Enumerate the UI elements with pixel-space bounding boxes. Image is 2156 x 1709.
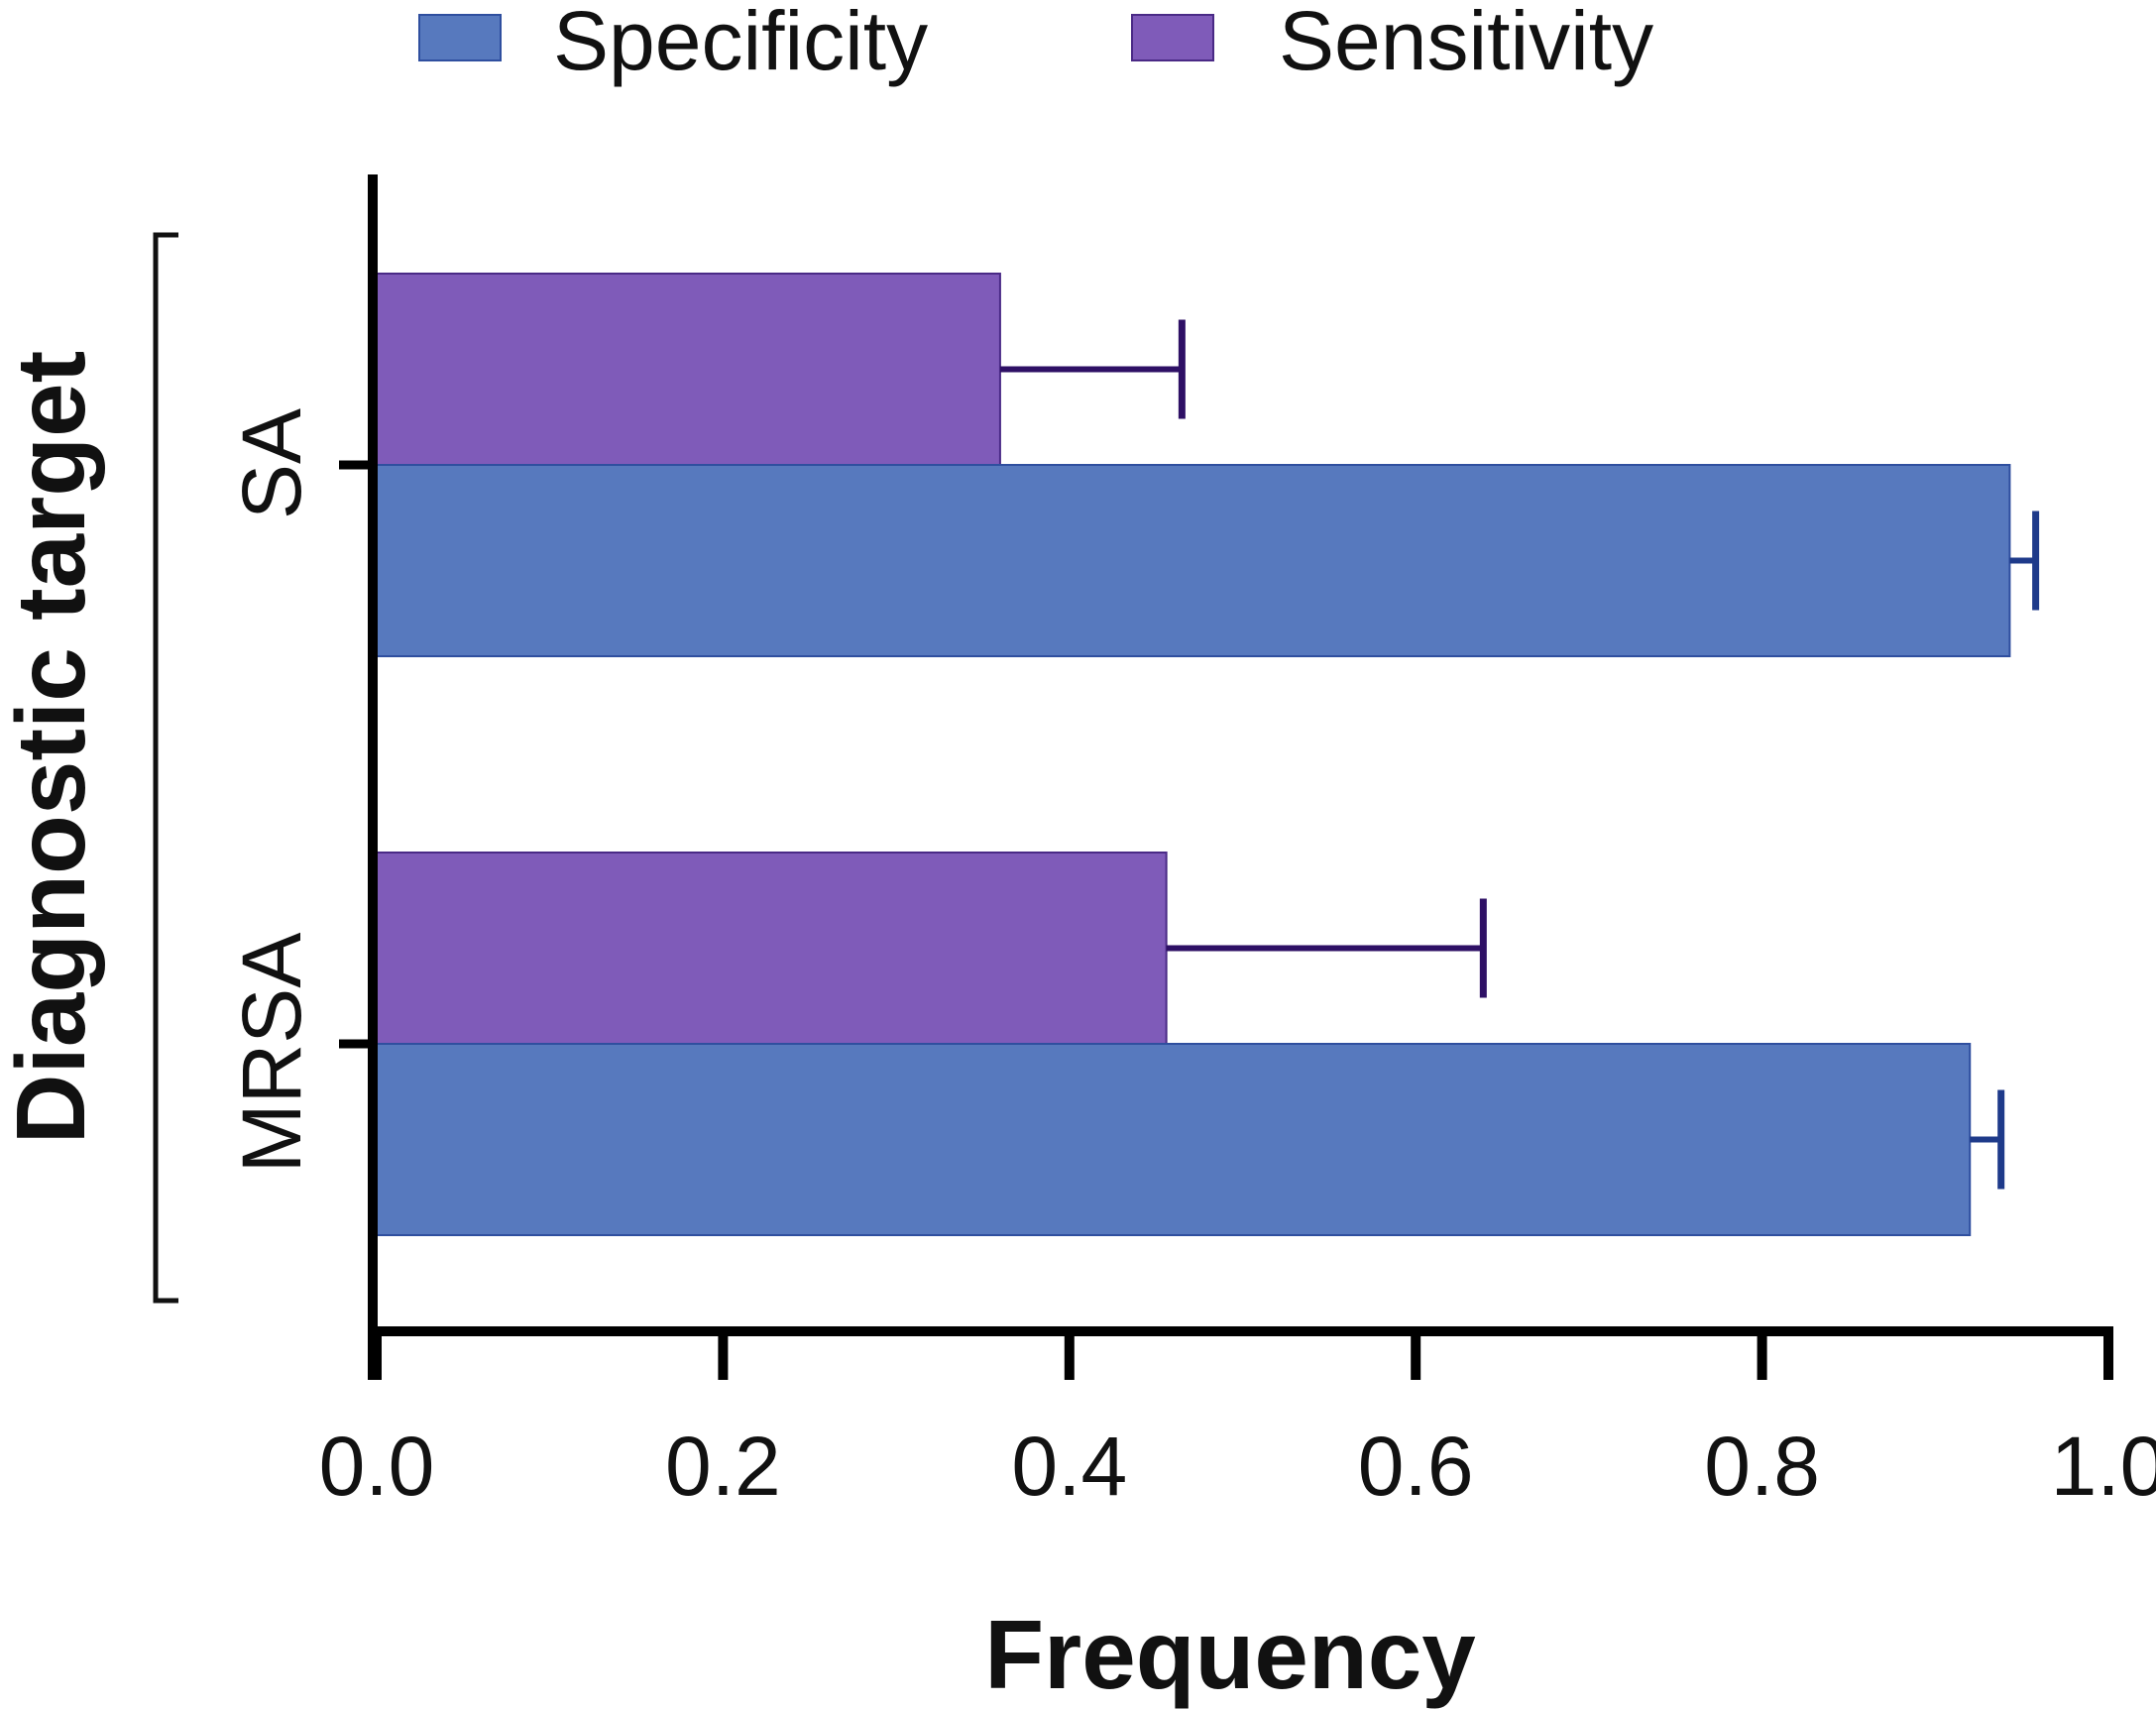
bar-sa-sensitivity xyxy=(376,273,1001,466)
legend-swatch-specificity xyxy=(418,14,502,61)
bar-mrsa-sensitivity xyxy=(376,852,1168,1045)
legend-label-specificity: Specificity xyxy=(553,0,928,87)
legend-swatch-sensitivity xyxy=(1131,14,1214,61)
x-axis-title: Frequency xyxy=(984,1600,1476,1709)
x-tick-label-5: 1.0 xyxy=(2051,1420,2156,1513)
bar-mrsa-specificity xyxy=(376,1043,1972,1236)
x-tick-label-4: 0.8 xyxy=(1704,1420,1820,1513)
bar-sa-specificity xyxy=(376,464,2011,657)
error-bars xyxy=(999,319,2040,1190)
x-tick-label-1: 0.2 xyxy=(665,1420,781,1513)
axes xyxy=(339,174,2113,1380)
x-tick-label-3: 0.6 xyxy=(1358,1420,1474,1513)
y-axis-title: Diagnostic target xyxy=(0,351,105,1144)
category-bracket xyxy=(153,232,178,1304)
legend: Specificity Sensitivity xyxy=(418,0,1653,87)
x-tick-label-0: 0.0 xyxy=(319,1420,435,1513)
x-ticks: 0.0 0.2 0.4 0.6 0.8 1.0 xyxy=(319,1331,2156,1513)
bars xyxy=(376,273,2011,1236)
x-tick-label-2: 0.4 xyxy=(1011,1420,1127,1513)
category-label-sa: SA xyxy=(225,408,318,519)
legend-label-sensitivity: Sensitivity xyxy=(1279,0,1653,87)
category-label-mrsa: MRSA xyxy=(225,933,318,1174)
